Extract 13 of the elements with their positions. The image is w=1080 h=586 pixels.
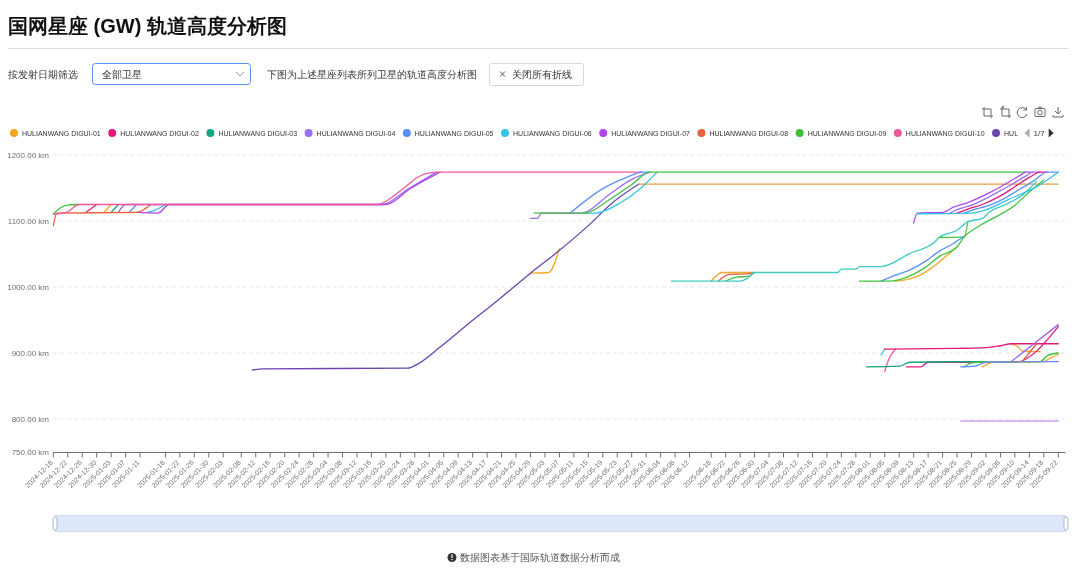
y-tick-label: 1200.00 km <box>7 151 50 160</box>
y-tick-label: 1000.00 km <box>7 283 50 292</box>
text: 下图为上述星座列表所列卫星的轨道高度分析图 <box>267 69 477 80</box>
y-tick-label: 900.00 km <box>11 349 50 358</box>
y-tick-label: 800.00 km <box>11 415 50 424</box>
text: 1/7 <box>1033 129 1046 138</box>
text: 关闭所有折线 <box>512 69 572 80</box>
text: 按发射日期筛选 <box>8 69 78 80</box>
y-tick-label: 1100.00 km <box>7 217 50 226</box>
y-tick-label: 750.00 km <box>11 448 50 457</box>
text: 数据图表基于国际轨道数据分析而成 <box>460 552 620 563</box>
text: 全部卫星 <box>102 69 142 80</box>
chart-title: 国网星座 (GW) 轨道高度分析图 <box>8 15 287 37</box>
